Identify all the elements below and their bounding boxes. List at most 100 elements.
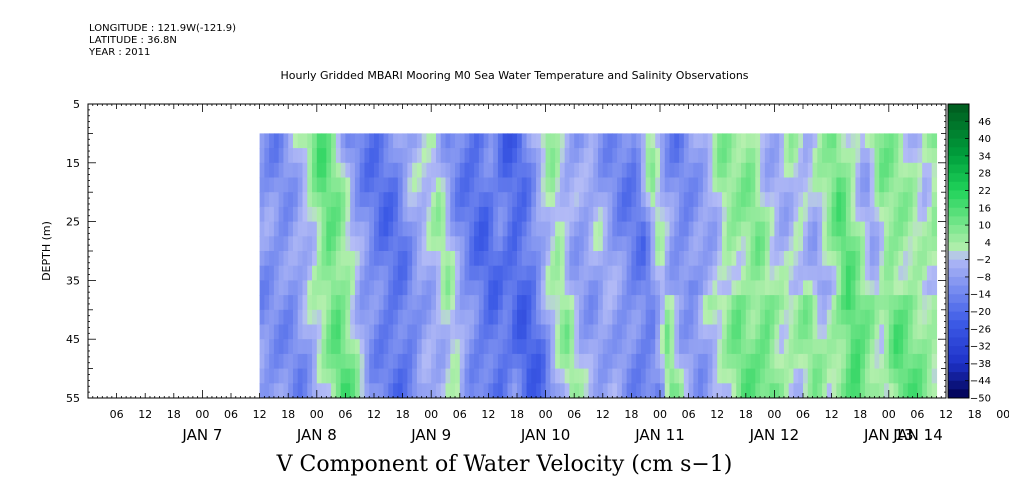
heatmap-cell [421, 383, 428, 398]
heatmap-cell [702, 133, 709, 149]
heatmap-cell [464, 280, 470, 296]
heatmap-cell [698, 251, 704, 267]
heatmap-cell [607, 148, 613, 164]
heatmap-cell [307, 192, 313, 208]
heatmap-cell [531, 339, 537, 355]
heatmap-cell [316, 324, 323, 340]
heatmap-cell [326, 265, 332, 281]
heatmap-cell [874, 265, 880, 281]
heatmap-cell [822, 309, 828, 326]
heatmap-cell [874, 221, 880, 237]
heatmap-cell [292, 148, 299, 164]
heatmap-cell [664, 265, 671, 281]
heatmap-cell [464, 339, 470, 355]
heatmap-cell [836, 236, 842, 252]
hour-tick-label: 06 [110, 408, 124, 421]
heatmap-cell [550, 162, 556, 179]
heatmap-cell [459, 324, 466, 340]
heatmap-cell [278, 339, 285, 355]
heatmap-cell [879, 265, 885, 281]
heatmap-cell [726, 162, 733, 179]
heatmap-cell [826, 221, 833, 237]
heatmap-cell [378, 295, 385, 311]
heatmap-cell [378, 383, 385, 398]
heatmap-cell [555, 280, 561, 296]
heatmap-cell [350, 295, 356, 311]
heatmap-cell [712, 236, 718, 252]
heatmap-cell [374, 280, 380, 296]
heatmap-cell [350, 133, 356, 149]
heatmap-cell [402, 192, 408, 208]
heatmap-cell [474, 133, 480, 149]
heatmap-cell [769, 309, 775, 326]
heatmap-cell [779, 148, 785, 164]
heatmap-cell [912, 133, 918, 149]
heatmap-cell [598, 383, 604, 398]
heatmap-cell [898, 177, 904, 193]
heatmap-cell [393, 368, 399, 384]
heatmap-cell [650, 353, 656, 370]
heatmap-cell [783, 206, 790, 223]
heatmap-cell [507, 192, 513, 208]
heatmap-cell [545, 221, 551, 237]
heatmap-cell [493, 206, 499, 223]
heatmap-cell [693, 368, 699, 384]
colorbar-swatch [948, 233, 969, 243]
heatmap-cell [536, 236, 542, 252]
hour-tick-label: 12 [138, 408, 152, 421]
heatmap-cell [793, 265, 799, 281]
heatmap-cell [845, 383, 852, 398]
heatmap-cell [688, 383, 694, 398]
heatmap-cell [259, 162, 265, 179]
heatmap-cell [316, 236, 323, 252]
heatmap-cell [660, 324, 666, 340]
heatmap-cell [459, 148, 466, 164]
heatmap-cell [493, 339, 499, 355]
heatmap-cell [745, 339, 752, 355]
heatmap-cell [378, 368, 385, 384]
heatmap-cell [779, 236, 785, 252]
heatmap-cell [669, 177, 675, 193]
heatmap-cell [702, 339, 709, 355]
heatmap-cell [540, 177, 547, 193]
heatmap-cell [502, 265, 509, 281]
heatmap-cell [836, 368, 842, 384]
heatmap-cell [750, 206, 756, 223]
heatmap-cell [312, 280, 318, 296]
heatmap-cell [726, 206, 733, 223]
heatmap-cell [798, 177, 804, 193]
heatmap-cell [712, 368, 718, 384]
heatmap-cell [264, 324, 270, 340]
heatmap-cell [564, 324, 571, 340]
heatmap-cell [478, 383, 485, 398]
heatmap-cell [364, 368, 370, 384]
heatmap-cell [841, 177, 847, 193]
heatmap-cell [736, 368, 742, 384]
heatmap-cell [321, 133, 327, 149]
heatmap-cell [850, 295, 857, 311]
heatmap-cell [864, 265, 871, 281]
heatmap-cell [812, 339, 818, 355]
heatmap-cell [803, 295, 809, 311]
heatmap-cell [931, 177, 938, 193]
heatmap-cell [926, 280, 933, 296]
heatmap-cell [860, 162, 866, 179]
heatmap-cell [855, 162, 861, 179]
heatmap-cell [688, 148, 694, 164]
heatmap-cell [502, 192, 509, 208]
heatmap-cell [474, 383, 480, 398]
heatmap-cell [755, 265, 761, 281]
heatmap-cell [750, 324, 756, 340]
heatmap-cell [269, 236, 275, 252]
heatmap-cell [903, 221, 909, 237]
heatmap-cell [450, 280, 456, 296]
heatmap-cell [264, 353, 270, 370]
heatmap-cell [307, 295, 313, 311]
heatmap-cell [698, 236, 704, 252]
heatmap-cell [435, 177, 442, 193]
heatmap-cell [645, 251, 652, 267]
heatmap-cell [345, 324, 351, 340]
heatmap-cell [764, 148, 771, 164]
heatmap-cell [297, 309, 304, 326]
heatmap-cell [650, 309, 656, 326]
